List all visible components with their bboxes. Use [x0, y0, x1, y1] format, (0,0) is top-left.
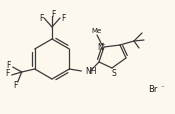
Text: F: F [51, 9, 55, 18]
Text: N: N [97, 42, 103, 51]
Text: F: F [5, 69, 10, 78]
Text: F: F [13, 81, 18, 90]
Text: F: F [39, 13, 43, 22]
Text: NH: NH [85, 67, 97, 76]
Text: Br: Br [148, 85, 157, 94]
Text: +: + [101, 41, 105, 46]
Text: ⁻: ⁻ [160, 84, 164, 90]
Text: S: S [112, 68, 116, 77]
Text: Me: Me [92, 28, 102, 34]
Text: F: F [61, 13, 65, 22]
Text: F: F [6, 61, 11, 70]
